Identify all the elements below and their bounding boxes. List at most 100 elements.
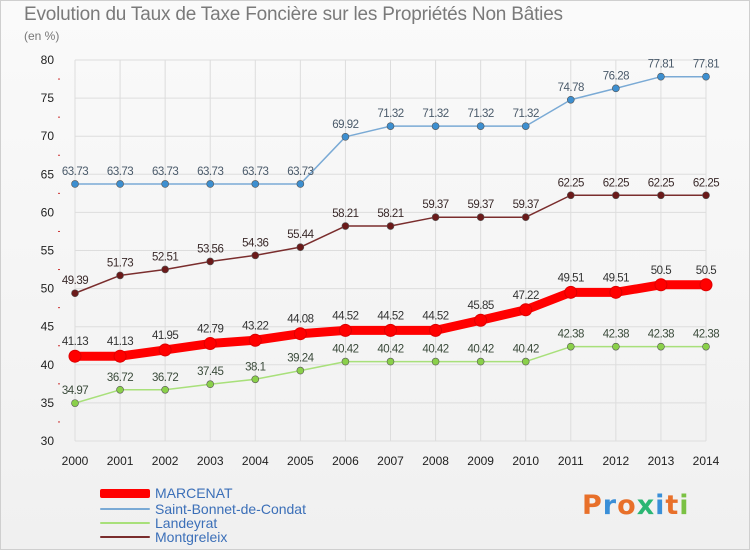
- data-point-landeyrat: [251, 375, 260, 384]
- data-point-landeyrat: [657, 342, 665, 351]
- data-point-marcenat: [248, 333, 262, 347]
- data-point-saint-bonnet: [386, 122, 395, 130]
- data-point-montgreleix: [296, 243, 305, 251]
- data-point-saint-bonnet: [657, 72, 665, 81]
- data-label-landeyrat: 40.42: [422, 344, 448, 356]
- data-point-landeyrat: [161, 385, 169, 394]
- data-label-marcenat: 47.22: [513, 290, 539, 302]
- x-tick-label: 2011: [558, 454, 584, 468]
- data-point-montgreleix: [116, 271, 124, 280]
- x-tick-label: 2001: [107, 454, 134, 468]
- data-point-marcenat: [203, 337, 217, 351]
- data-label-landeyrat: 40.42: [513, 344, 539, 356]
- logo-letter: P: [582, 490, 603, 521]
- data-label-landeyrat: 38.1: [245, 361, 265, 373]
- data-label-saint-bonnet: 71.32: [377, 108, 403, 120]
- data-point-montgreleix: [206, 257, 215, 266]
- data-label-landeyrat: 42.38: [648, 329, 674, 341]
- data-point-marcenat: [519, 303, 533, 317]
- data-label-landeyrat: 36.72: [107, 372, 133, 384]
- data-label-landeyrat: 40.42: [377, 344, 403, 356]
- data-point-landeyrat: [521, 357, 530, 366]
- data-label-montgreleix: 62.25: [648, 177, 674, 189]
- data-point-montgreleix: [386, 222, 395, 230]
- data-point-saint-bonnet: [161, 180, 169, 188]
- data-label-marcenat: 49.51: [603, 272, 629, 284]
- data-point-saint-bonnet: [341, 133, 350, 141]
- data-point-saint-bonnet: [251, 180, 260, 188]
- data-point-montgreleix: [521, 213, 530, 222]
- y-tick-label: 55: [41, 244, 55, 258]
- y-tick-label: 50: [41, 282, 55, 296]
- data-label-landeyrat: 42.38: [558, 329, 584, 341]
- data-point-montgreleix: [657, 191, 665, 200]
- logo-letter: x: [636, 490, 656, 521]
- data-label-saint-bonnet: 74.78: [558, 82, 584, 94]
- y-tick-label: 30: [41, 434, 55, 448]
- chart-title: Evolution du Taux de Taxe Foncière sur l…: [24, 4, 563, 25]
- data-point-montgreleix: [341, 222, 350, 230]
- data-label-montgreleix: 62.25: [693, 177, 719, 189]
- legend-item-marcenat: MARCENAT: [100, 486, 233, 500]
- x-tick-label: 2012: [603, 454, 630, 468]
- data-point-marcenat: [384, 323, 397, 337]
- data-point-landeyrat: [71, 399, 79, 407]
- data-point-saint-bonnet: [116, 180, 124, 188]
- data-label-montgreleix: 58.21: [332, 208, 358, 220]
- y-tick-label: 65: [41, 167, 55, 181]
- data-label-marcenat: 44.52: [377, 310, 403, 322]
- data-label-saint-bonnet: 77.81: [648, 59, 674, 71]
- data-label-montgreleix: 51.73: [107, 257, 133, 269]
- x-tick-label: 2010: [512, 454, 539, 468]
- data-label-landeyrat: 40.42: [468, 344, 494, 356]
- x-tick-label: 2013: [648, 454, 675, 468]
- y-tick-label: 45: [41, 320, 55, 334]
- legend-label-saint-bonnet: Saint-Bonnet-de-Condat: [155, 501, 306, 517]
- x-tick-label: 2004: [242, 454, 269, 468]
- y-tick-label: 40: [41, 358, 55, 372]
- data-point-marcenat: [338, 323, 352, 337]
- legend-item-montgreleix: Montgreleix: [100, 530, 227, 544]
- data-label-marcenat: 50.5: [651, 265, 671, 277]
- data-label-saint-bonnet: 77.81: [693, 59, 719, 71]
- y-tick-label: 35: [41, 396, 55, 410]
- data-label-landeyrat: 42.38: [603, 329, 629, 341]
- data-point-landeyrat: [116, 385, 124, 394]
- y-tick-label: 80: [41, 53, 55, 67]
- legend-label-montgreleix: Montgreleix: [155, 529, 228, 545]
- x-tick-label: 2002: [152, 454, 179, 468]
- data-label-montgreleix: 59.37: [513, 199, 539, 211]
- data-label-marcenat: 44.08: [287, 314, 313, 326]
- logo-letter: o: [617, 490, 637, 521]
- x-tick-label: 2000: [62, 454, 89, 468]
- x-tick-label: 2009: [467, 454, 494, 468]
- data-label-marcenat: 42.79: [197, 324, 223, 336]
- data-label-montgreleix: 52.51: [152, 251, 178, 263]
- x-tick-label: 2005: [287, 454, 314, 468]
- data-label-saint-bonnet: 71.32: [422, 108, 448, 120]
- legend-item-landeyrat: Landeyrat: [100, 516, 217, 530]
- data-point-marcenat: [113, 349, 127, 363]
- data-label-montgreleix: 54.36: [242, 237, 268, 249]
- data-point-marcenat: [429, 323, 443, 337]
- logo-letter: i: [679, 490, 690, 521]
- x-tick-label: 2014: [693, 454, 720, 468]
- data-label-marcenat: 44.52: [422, 310, 448, 322]
- data-point-saint-bonnet: [476, 122, 485, 130]
- legend-swatch-saint-bonnet: [100, 508, 150, 510]
- y-tick-label: 60: [41, 205, 55, 219]
- data-label-marcenat: 43.22: [242, 320, 268, 332]
- y-tick-label: 75: [41, 91, 55, 105]
- data-label-marcenat: 49.51: [558, 272, 584, 284]
- data-point-saint-bonnet: [566, 95, 575, 104]
- data-label-marcenat: 50.5: [696, 265, 716, 277]
- data-label-landeyrat: 34.97: [62, 385, 88, 397]
- data-label-saint-bonnet: 71.32: [468, 108, 494, 120]
- data-point-montgreleix: [251, 251, 260, 260]
- data-label-saint-bonnet: 76.28: [603, 70, 629, 82]
- data-point-montgreleix: [702, 191, 710, 200]
- legend-swatch-marcenat: [100, 488, 150, 498]
- data-point-montgreleix: [431, 213, 440, 222]
- data-label-landeyrat: 37.45: [197, 366, 223, 378]
